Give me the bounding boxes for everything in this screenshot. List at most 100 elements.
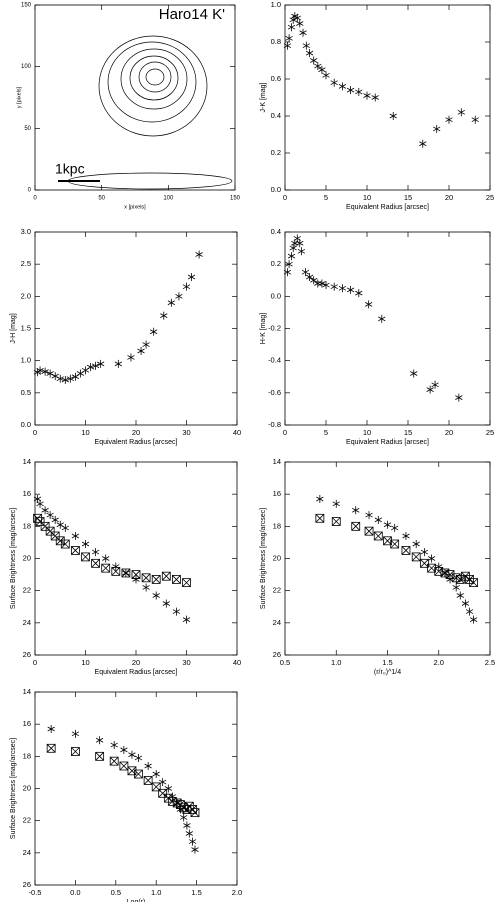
marker-stroke xyxy=(364,526,374,536)
data-point xyxy=(445,115,453,124)
marker-stroke xyxy=(158,779,167,785)
data-point xyxy=(152,591,160,600)
marker-stroke xyxy=(305,50,314,56)
marker-box xyxy=(134,769,143,779)
marker-stroke xyxy=(182,284,191,290)
y-tick-label: 16 xyxy=(273,489,281,498)
marker-stroke xyxy=(390,539,399,549)
marker-stroke xyxy=(378,316,386,322)
marker-stroke xyxy=(162,571,171,581)
marker-box xyxy=(127,766,137,776)
data-point xyxy=(297,247,306,256)
marker-stroke xyxy=(296,240,304,246)
data-point xyxy=(374,515,382,524)
data-point xyxy=(426,385,434,394)
marker-stroke xyxy=(310,277,318,283)
data-point xyxy=(322,281,330,290)
plot-frame xyxy=(34,691,238,886)
marker-stroke xyxy=(322,72,330,78)
data-point xyxy=(283,41,292,50)
marker-stroke xyxy=(373,531,383,541)
marker-stroke xyxy=(188,839,197,844)
y-tick-label: 24 xyxy=(23,848,31,857)
data-point xyxy=(61,375,69,384)
marker-stroke xyxy=(182,578,191,587)
contour xyxy=(138,61,172,93)
marker-stroke xyxy=(160,313,168,318)
x-tick-label: 10 xyxy=(363,193,371,202)
data-point xyxy=(179,803,189,813)
marker-stroke xyxy=(289,245,297,251)
marker-stroke xyxy=(285,261,293,267)
data-point xyxy=(141,573,151,583)
marker-box xyxy=(151,575,161,584)
x-tick-label: 15 xyxy=(404,428,412,437)
marker-stroke xyxy=(144,763,152,769)
data-point xyxy=(172,607,181,616)
data-point xyxy=(346,285,355,294)
marker-stroke xyxy=(365,512,373,518)
marker-stroke xyxy=(76,371,85,376)
marker-box xyxy=(161,571,171,581)
data-point xyxy=(127,353,135,362)
x-tick-label: 20 xyxy=(445,193,453,202)
marker-stroke xyxy=(293,15,301,21)
marker-box xyxy=(411,552,421,562)
marker-stroke xyxy=(61,377,69,383)
marker-box xyxy=(101,563,111,573)
marker-stroke xyxy=(305,274,314,280)
marker-stroke xyxy=(314,63,322,69)
x-axis-label: Log(r) xyxy=(127,899,146,902)
marker-stroke xyxy=(346,287,355,293)
marker-stroke xyxy=(297,248,306,254)
marker-stroke xyxy=(183,823,191,828)
marker-stroke xyxy=(167,300,176,306)
data-point xyxy=(373,531,383,541)
marker-stroke xyxy=(332,501,340,507)
marker-stroke xyxy=(185,831,193,836)
x-tick-label: 0 xyxy=(33,196,37,202)
x-axis-label: Equivalent Radius [arcsec] xyxy=(95,669,178,676)
x-tick-label: 100 xyxy=(163,196,174,202)
marker-stroke xyxy=(310,58,318,63)
data-point xyxy=(355,289,363,298)
y-tick-label: 16 xyxy=(23,489,31,498)
marker-stroke xyxy=(91,549,100,555)
data-point xyxy=(185,829,193,838)
marker-stroke xyxy=(137,348,145,354)
data-point xyxy=(431,380,439,389)
data-point xyxy=(355,87,363,96)
data-point xyxy=(352,506,360,515)
data-point xyxy=(465,607,474,616)
data-point xyxy=(81,366,90,375)
data-point xyxy=(433,124,441,133)
marker-stroke xyxy=(431,382,439,388)
y-tick-label: 16 xyxy=(23,719,31,728)
x-tick-label: 40 xyxy=(233,658,241,667)
y-tick-label: 20 xyxy=(23,553,31,562)
data-point xyxy=(296,239,304,248)
marker-stroke xyxy=(469,578,478,587)
marker-box xyxy=(158,788,168,798)
data-point xyxy=(195,250,203,259)
y-tick-label: 0.8 xyxy=(271,37,281,46)
marker-box xyxy=(172,798,182,808)
marker-stroke xyxy=(81,552,90,562)
marker-box xyxy=(109,756,119,766)
y-tick-label: 0.4 xyxy=(271,227,281,236)
data-point xyxy=(190,808,200,818)
x-tick-label: 5 xyxy=(324,193,328,202)
marker-stroke xyxy=(56,376,64,382)
data-point xyxy=(456,591,464,600)
data-point xyxy=(332,499,340,508)
data-point xyxy=(378,314,386,323)
marker-box xyxy=(46,743,56,753)
contour xyxy=(120,48,188,110)
data-point xyxy=(71,546,80,555)
data-point xyxy=(91,558,100,568)
marker-stroke xyxy=(143,776,153,785)
marker-stroke xyxy=(132,577,140,582)
marker-stroke xyxy=(61,525,69,531)
marker-stroke xyxy=(383,522,392,528)
